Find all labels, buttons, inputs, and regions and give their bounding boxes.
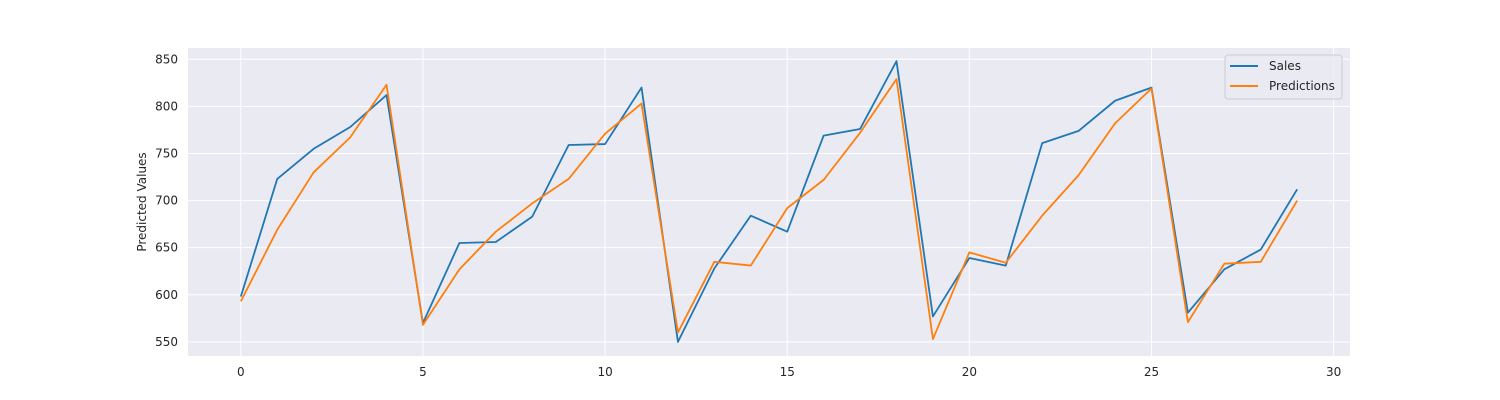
x-tick-label: 15 xyxy=(780,365,795,379)
y-axis-label: Predicted Values xyxy=(135,152,149,251)
legend: Sales Predictions xyxy=(1224,54,1343,100)
series-line-predictions xyxy=(240,78,1298,340)
x-tick-label: 25 xyxy=(1144,365,1159,379)
tick-labels: 0 5 10 15 20 25 30 550 600 650 700 750 800 850 xyxy=(155,52,1341,379)
y-tick-label: 850 xyxy=(155,52,178,66)
y-tick-label: 700 xyxy=(155,194,178,208)
y-tick-label: 550 xyxy=(155,335,178,349)
x-tick-label: 20 xyxy=(962,365,977,379)
x-tick-label: 10 xyxy=(597,365,612,379)
y-tick-label: 750 xyxy=(155,146,178,160)
legend-label-sales: Sales xyxy=(1269,59,1301,73)
y-tick-label: 800 xyxy=(155,99,178,113)
y-tick-label: 600 xyxy=(155,288,178,302)
plot-background xyxy=(188,48,1350,356)
series-lines xyxy=(239,60,1298,343)
y-tick-label: 650 xyxy=(155,241,178,255)
grid-lines xyxy=(188,48,1350,356)
legend-label-predictions: Predictions xyxy=(1269,79,1335,93)
x-tick-label: 5 xyxy=(419,365,427,379)
x-tick-label: 0 xyxy=(237,365,245,379)
x-tick-label: 30 xyxy=(1326,365,1341,379)
